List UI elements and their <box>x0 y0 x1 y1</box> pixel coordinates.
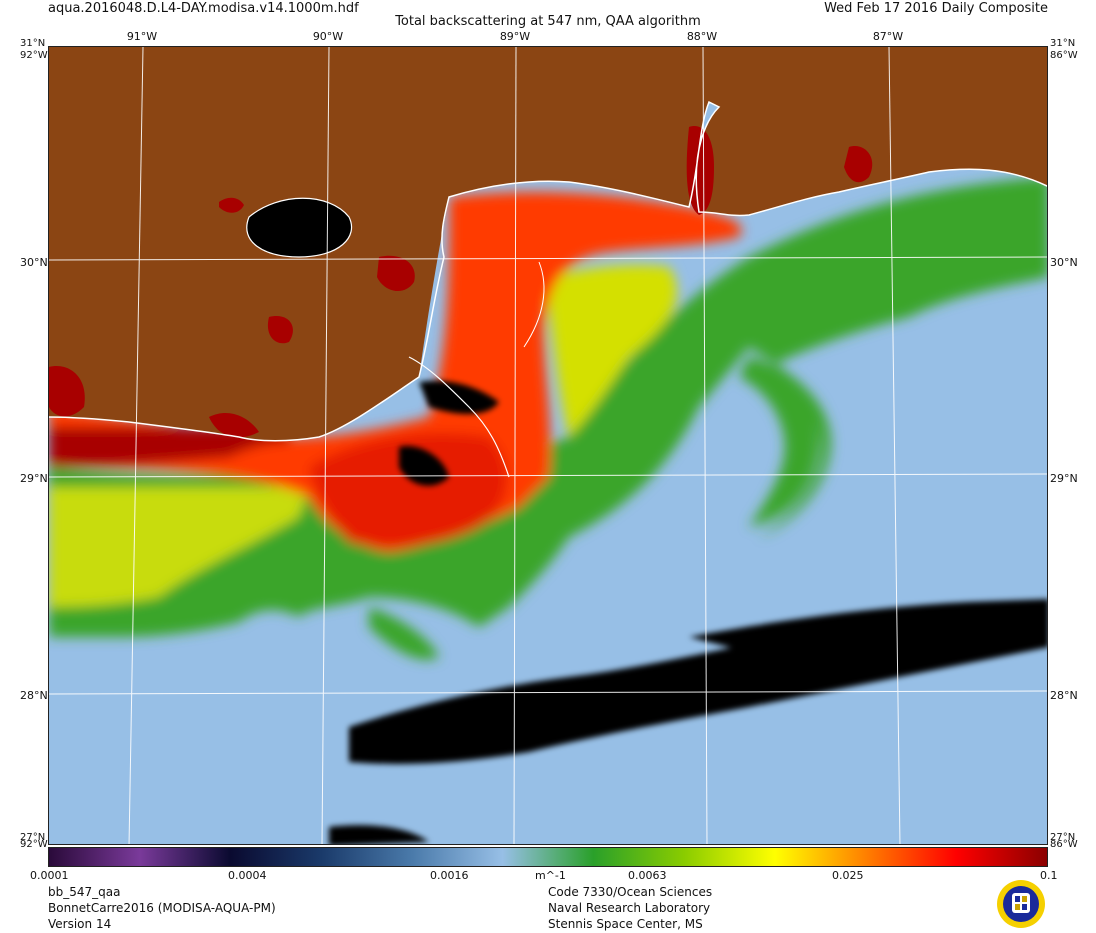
footer-location: Stennis Space Center, MS <box>548 917 703 931</box>
lat-label-29n-right: 29°N <box>1050 472 1078 485</box>
lon-label-89w: 89°W <box>499 30 531 43</box>
footer-event: BonnetCarre2016 (MODISA-AQUA-PM) <box>48 901 276 915</box>
lat-label-30n-right: 30°N <box>1050 256 1078 269</box>
colorbar-tick-4: 0.025 <box>832 869 864 882</box>
lon-label-87w: 87°W <box>872 30 904 43</box>
colorbar-unit: m^-1 <box>535 869 566 882</box>
lat-label-30n-left: 30°N <box>20 256 48 269</box>
plume-red-delta <box>309 433 508 547</box>
colorbar-tick-1: 0.0004 <box>228 869 267 882</box>
lat-label-28n-left: 28°N <box>20 689 48 702</box>
lake-maurepas <box>219 197 244 213</box>
plume-yellow <box>49 487 309 607</box>
corner-top-right-lon: 86°W <box>1050 50 1078 61</box>
nrl-seal-icon <box>996 879 1046 929</box>
corner-bottom-left-lat: 27°N <box>20 832 46 843</box>
lat-label-28n-right: 28°N <box>1050 689 1078 702</box>
footer-version: Version 14 <box>48 917 112 931</box>
corner-top-left-lat: 31°N <box>20 38 46 49</box>
lon-label-91w: 91°W <box>126 30 158 43</box>
composite-date: Wed Feb 17 2016 Daily Composite <box>824 1 1048 16</box>
lake-pontchartrain <box>246 198 352 257</box>
pensacola-bay <box>844 146 873 183</box>
footer-product: bb_547_qaa <box>48 885 121 899</box>
lake-borgne <box>377 255 415 292</box>
plume-green <box>49 177 1047 637</box>
plume-green-loop <box>739 357 819 527</box>
corner-bottom-right-lat: 27°N <box>1050 832 1076 843</box>
corner-bottom-left-lon: 92°W <box>20 839 48 850</box>
footer-code: Code 7330/Ocean Sciences <box>548 885 713 899</box>
plume-yellow-river <box>549 265 677 437</box>
lat-label-29n-left: 29°N <box>20 472 48 485</box>
coastline <box>49 100 1047 442</box>
mobile-bay <box>686 126 714 215</box>
colorbar-tick-2: 0.0016 <box>430 869 469 882</box>
colorbar-tick-5: 0.1 <box>1040 869 1058 882</box>
corner-bottom-right-lon: 86°W <box>1050 839 1078 850</box>
colorbar-tick-0: 0.0001 <box>30 869 69 882</box>
file-name: aqua.2016048.D.L4-DAY.modisa.v14.1000m.h… <box>48 1 359 16</box>
satellite-map[interactable] <box>48 46 1048 845</box>
land <box>49 47 1047 441</box>
footer-product-info: bb_547_qaa BonnetCarre2016 (MODISA-AQUA-… <box>48 884 276 932</box>
sediment-plume <box>49 177 1047 660</box>
plume-red-core <box>49 191 742 552</box>
lon-label-90w: 90°W <box>312 30 344 43</box>
plume-dark-red <box>49 427 289 467</box>
corner-top-right-lat: 31°N <box>1050 38 1076 49</box>
colorbar <box>48 847 1048 867</box>
graticule <box>49 47 1047 844</box>
footer-organization: Code 7330/Ocean Sciences Naval Research … <box>548 884 712 932</box>
footer-lab: Naval Research Laboratory <box>548 901 711 915</box>
colorbar-tick-3: 0.0063 <box>628 869 667 882</box>
map-title: Total backscattering at 547 nm, QAA algo… <box>395 14 701 29</box>
plume-green-filament <box>369 607 439 660</box>
lon-label-88w: 88°W <box>686 30 718 43</box>
corner-top-left-lon: 92°W <box>20 50 48 61</box>
